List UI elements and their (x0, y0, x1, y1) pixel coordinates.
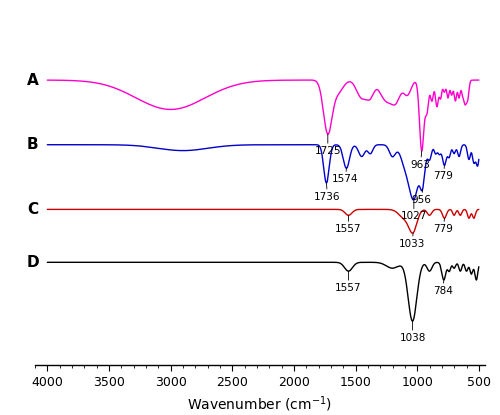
Text: D: D (26, 255, 39, 270)
Text: C: C (27, 202, 38, 217)
Text: 1557: 1557 (336, 215, 362, 234)
Text: 779: 779 (434, 166, 454, 181)
Text: 779: 779 (434, 218, 454, 234)
Text: 1038: 1038 (400, 321, 425, 343)
Text: 1574: 1574 (332, 168, 358, 184)
Text: 1033: 1033 (399, 233, 425, 249)
Text: 1557: 1557 (336, 271, 362, 293)
Text: 956: 956 (412, 189, 432, 205)
Text: 1027: 1027 (400, 200, 427, 222)
X-axis label: Wavenumber (cm$^{-1}$): Wavenumber (cm$^{-1}$) (188, 394, 332, 414)
Text: 963: 963 (410, 151, 430, 170)
Text: 1725: 1725 (314, 134, 341, 156)
Text: 1736: 1736 (314, 183, 340, 202)
Text: 784: 784 (433, 280, 453, 296)
Text: B: B (26, 137, 38, 152)
Text: A: A (26, 73, 38, 88)
